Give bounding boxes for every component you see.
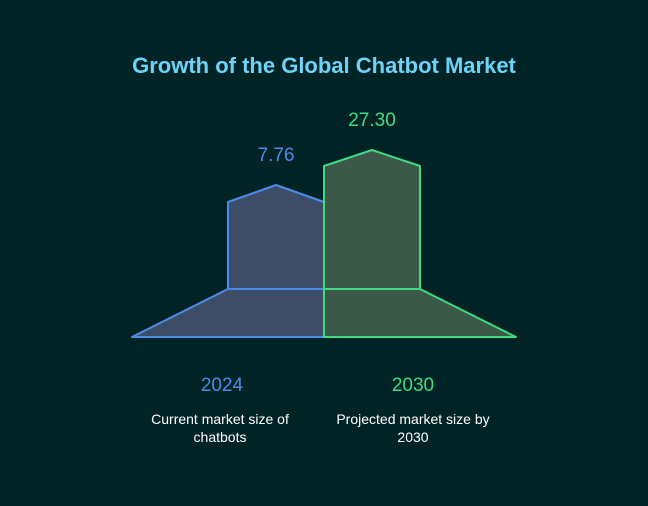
shape-2030-bar [323, 149, 421, 290]
description-2024: Current market size of chatbots [151, 411, 289, 445]
year-2030: 2030 [391, 375, 435, 396]
value-2024: 7.76 [257, 145, 295, 166]
shape-2030-base [323, 288, 517, 338]
shape-2024-base [131, 288, 325, 338]
value-2030: 27.30 [348, 110, 396, 131]
diagram-title: Growth of the Global Chatbot Market [132, 53, 516, 78]
year-2024: 2024 [200, 375, 244, 396]
shape-2024-bar [227, 184, 325, 290]
description-2030: Projected market size by 2030 [336, 411, 490, 445]
